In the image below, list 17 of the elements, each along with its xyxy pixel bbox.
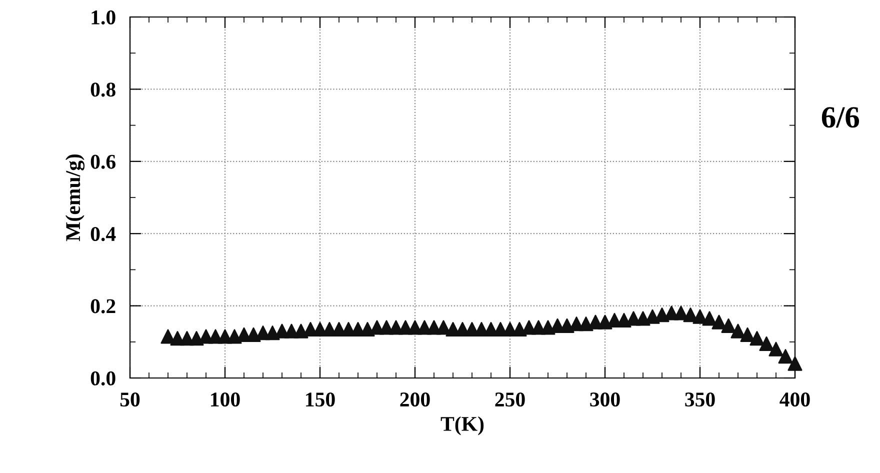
x-tick-label: 50 [120,392,140,407]
x-tick-label: 200 [400,392,430,407]
x-tick-label: 150 [306,392,335,407]
y-tick-label: 0.4 [90,226,116,242]
y-axis-title: M(emu/g) [65,154,85,242]
x-tick-label: 350 [685,392,715,407]
x-tick-label: 100 [211,392,240,407]
y-tick-label: 0.2 [90,299,116,314]
y-tick-label: 0.6 [90,154,116,169]
x-tick-label: 250 [495,392,525,407]
y-tick-label: 1.0 [92,10,116,25]
x-axis-title: T(K) [440,416,484,436]
y-tick-label: 0.0 [90,371,116,386]
y-tick-label: 0.8 [90,82,116,97]
x-tick-label: 300 [590,392,620,407]
x-tick-label: 400 [780,392,810,407]
text: 6/6 [822,107,860,128]
